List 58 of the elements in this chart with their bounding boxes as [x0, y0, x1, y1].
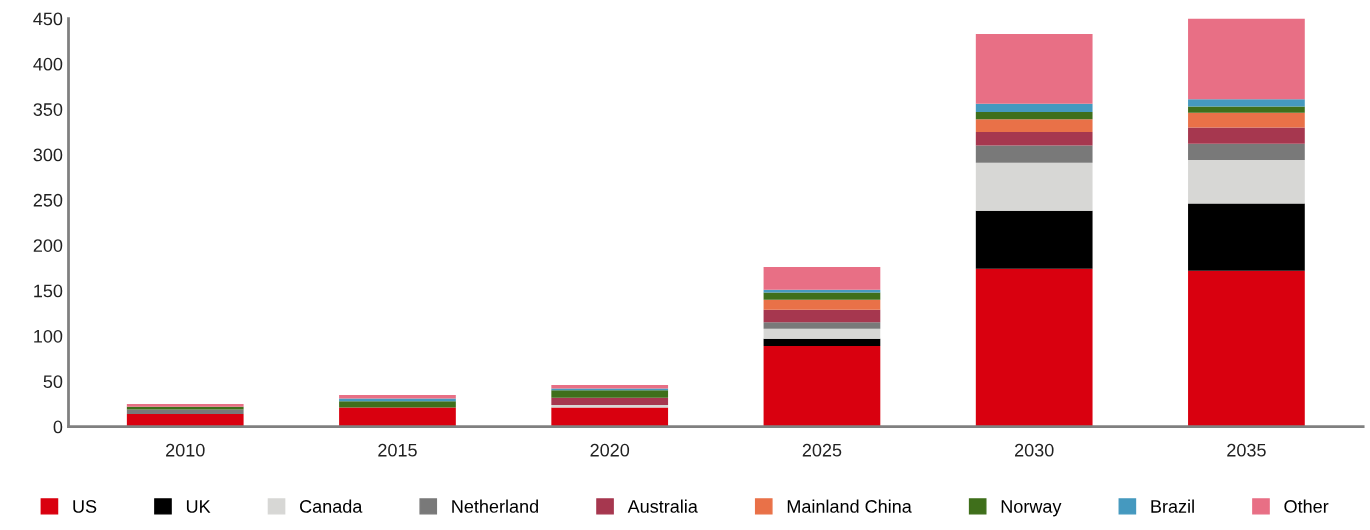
- legend-label: Netherland: [452, 499, 538, 513]
- y-tick-label: 50: [43, 375, 63, 389]
- bar: [1188, 270, 1305, 427]
- legend-label: Canada: [300, 499, 363, 513]
- bar: [1188, 112, 1305, 128]
- y-tick-label: 150: [34, 284, 63, 298]
- bar: [975, 103, 1093, 112]
- bar: [975, 131, 1093, 146]
- x-tick-label: 2015: [378, 443, 417, 457]
- legend-label: UK: [186, 500, 211, 513]
- legend-label: Mainland China: [787, 499, 912, 513]
- bar: [763, 292, 881, 300]
- bar: [975, 33, 1093, 104]
- y-tick-label: 100: [34, 329, 63, 343]
- bar: [975, 268, 1093, 427]
- x-tick-label: 2020: [590, 443, 630, 457]
- x-tick-label: 2035: [1227, 443, 1266, 457]
- y-tick-label: 200: [33, 239, 63, 252]
- bar: [1188, 127, 1305, 144]
- y-tick-label: 300: [33, 148, 63, 162]
- legend-label: Norway: [1001, 500, 1062, 517]
- bar: [339, 401, 456, 408]
- bar: [1188, 160, 1305, 204]
- bar: [763, 338, 881, 346]
- x-tick-label: 2025: [802, 443, 842, 457]
- bar: [551, 397, 669, 405]
- bar: [551, 390, 669, 398]
- bar: [975, 162, 1093, 211]
- y-tick-label: 250: [33, 193, 63, 207]
- bar: [763, 328, 881, 339]
- y-tick-label: 350: [33, 103, 63, 116]
- bar: [1188, 18, 1305, 100]
- x-tick-label: 2030: [1015, 443, 1054, 457]
- legend-label: US: [73, 500, 97, 513]
- bar: [763, 299, 881, 310]
- legend-label: Brazil: [1151, 499, 1194, 513]
- bar: [975, 210, 1093, 269]
- y-tick-label: 0: [53, 420, 63, 434]
- bar: [975, 145, 1093, 163]
- bar: [339, 394, 456, 399]
- bar: [1188, 143, 1305, 161]
- bar: [975, 119, 1093, 132]
- y-tick-label: 400: [33, 57, 63, 71]
- bar: [1188, 106, 1305, 113]
- bar: [763, 309, 881, 323]
- bar: [763, 345, 881, 427]
- bar: [763, 267, 881, 290]
- bar: [1188, 203, 1305, 271]
- legend-label: Other: [1284, 499, 1329, 513]
- bar: [975, 111, 1093, 120]
- bar: [551, 384, 669, 389]
- bar: [763, 322, 881, 329]
- legend-label: Australia: [627, 499, 698, 513]
- bar: [551, 404, 669, 408]
- bar: [126, 409, 244, 414]
- bar: [1188, 99, 1305, 107]
- y-tick-label: 450: [33, 12, 63, 26]
- x-tick-label: 2010: [166, 443, 205, 457]
